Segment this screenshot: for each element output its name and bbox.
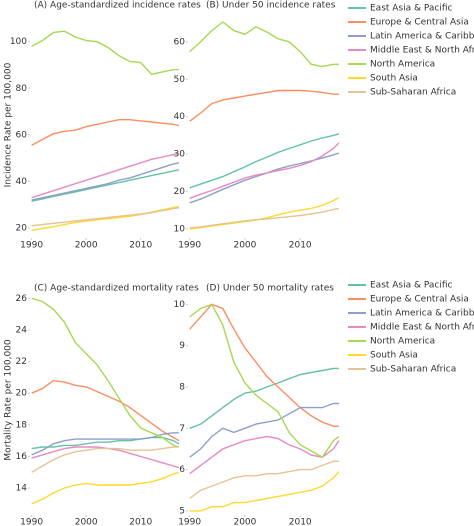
y-tick-label: 5 xyxy=(179,506,185,516)
line-series xyxy=(189,207,340,229)
y-tick-label: 30 xyxy=(174,150,186,160)
y-axis-title: Mortality Rate per 100,000 xyxy=(4,339,14,461)
y-tick-label: 80 xyxy=(16,84,28,94)
line-series xyxy=(189,303,339,427)
x-tick-label: 2010 xyxy=(129,241,152,251)
y-tick-label: 22 xyxy=(16,357,27,367)
line-series xyxy=(31,297,180,448)
y-tick-label: 40 xyxy=(16,177,28,187)
y-tick-label: 20 xyxy=(16,389,28,399)
legend-label: South Asia xyxy=(370,74,418,84)
line-series xyxy=(189,367,339,429)
line-series xyxy=(189,460,339,500)
y-tick-label: 100 xyxy=(10,37,27,47)
x-tick-label: 1990 xyxy=(20,241,43,251)
y-tick-label: 24 xyxy=(16,325,28,335)
line-series xyxy=(31,30,179,76)
line-series xyxy=(31,446,179,473)
panel-title: (C) Age-standardized mortality rates xyxy=(34,284,199,294)
y-tick-label: 8 xyxy=(179,382,185,392)
legend-label: Latin America & Caribbean xyxy=(370,309,474,319)
legend-label: Sub-Saharan Africa xyxy=(370,88,456,98)
legend-label: Sub-Saharan Africa xyxy=(370,365,456,375)
line-series xyxy=(189,303,340,459)
legend-label: North America xyxy=(370,60,435,70)
x-tick-label: 2010 xyxy=(129,518,152,526)
y-tick-label: 9 xyxy=(179,341,185,351)
y-tick-label: 60 xyxy=(174,37,186,47)
y-tick-label: 40 xyxy=(174,112,186,122)
x-tick-label: 2010 xyxy=(289,241,312,251)
panel-title: (D) Under 50 mortality rates xyxy=(206,284,334,294)
legend-label: South Asia xyxy=(370,351,418,361)
y-tick-label: 6 xyxy=(179,465,185,475)
legend-label: North America xyxy=(370,337,435,347)
y-tick-label: 10 xyxy=(174,300,186,310)
legend-label: East Asia & Pacific xyxy=(370,4,453,14)
legend-label: Middle East & North Africa xyxy=(370,46,474,56)
y-tick-label: 60 xyxy=(16,130,28,140)
panel-title: (B) Under 50 incidence rates xyxy=(206,1,336,11)
x-tick-label: 1990 xyxy=(20,518,43,526)
y-tick-label: 20 xyxy=(16,223,28,233)
panel-title: (A) Age-standardized incidence rates xyxy=(34,1,201,11)
line-series xyxy=(31,152,180,199)
line-series xyxy=(189,435,340,475)
x-tick-label: 2000 xyxy=(75,241,98,251)
line-series xyxy=(31,162,180,201)
line-series xyxy=(189,152,340,204)
x-tick-label: 2000 xyxy=(233,518,256,526)
legend-label: East Asia & Pacific xyxy=(370,281,453,291)
line-series xyxy=(31,207,180,227)
legend-label: Middle East & North Africa xyxy=(370,323,474,333)
x-tick-label: 2010 xyxy=(289,518,312,526)
x-tick-label: 2000 xyxy=(233,241,256,251)
line-series xyxy=(189,89,339,122)
y-tick-label: 20 xyxy=(174,187,186,197)
y-tick-label: 10 xyxy=(174,225,186,235)
y-tick-label: 16 xyxy=(16,452,28,462)
x-tick-label: 2000 xyxy=(75,518,98,526)
line-series xyxy=(31,119,180,146)
line-series xyxy=(31,436,180,450)
line-series xyxy=(189,142,340,199)
line-series xyxy=(31,471,180,505)
line-series xyxy=(189,402,339,458)
x-tick-label: 1990 xyxy=(178,518,201,526)
x-tick-label: 1990 xyxy=(178,241,201,251)
y-tick-label: 14 xyxy=(16,484,28,494)
line-series xyxy=(31,169,180,202)
line-series xyxy=(189,133,340,189)
y-axis-title: Incidence Rate per 100,000 xyxy=(4,62,14,187)
legend-label: Europe & Central Asia xyxy=(370,295,469,305)
line-series xyxy=(189,21,339,68)
legend-label: Europe & Central Asia xyxy=(370,18,469,28)
y-tick-label: 18 xyxy=(16,420,28,430)
y-tick-label: 26 xyxy=(16,294,28,304)
y-tick-label: 7 xyxy=(179,424,185,434)
line-series xyxy=(31,379,180,442)
legend-label: Latin America & Caribbean xyxy=(370,32,474,42)
y-tick-label: 50 xyxy=(174,75,186,85)
line-series xyxy=(189,471,340,512)
